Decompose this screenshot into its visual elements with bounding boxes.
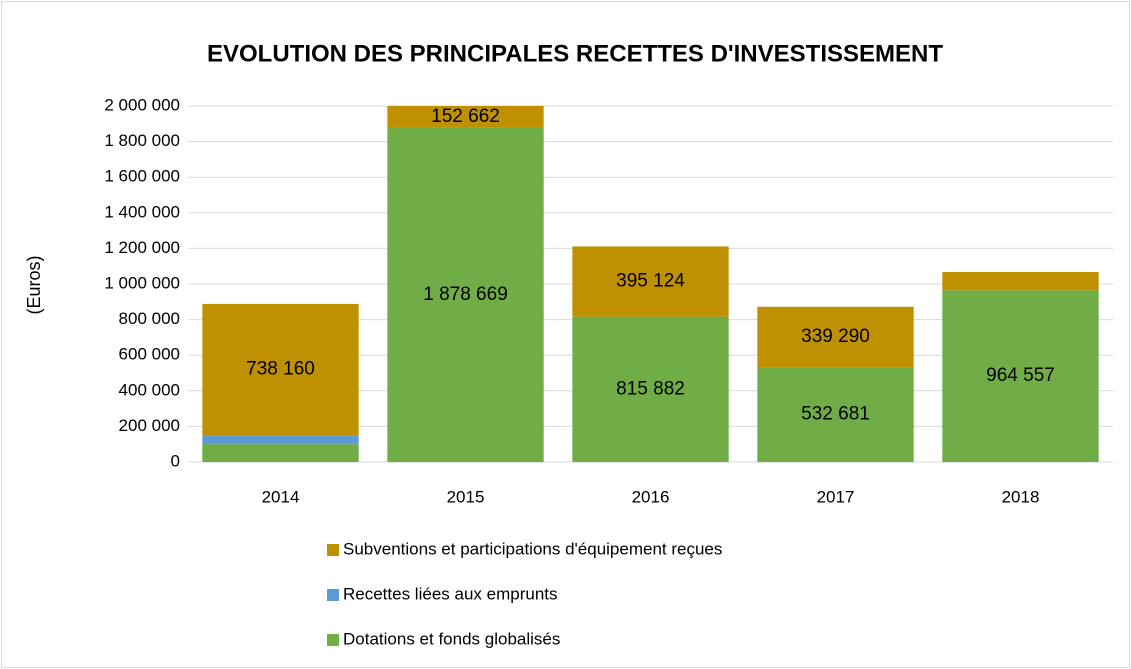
legend-swatch bbox=[327, 544, 339, 556]
bar-segment bbox=[387, 127, 544, 462]
bar-segment bbox=[942, 271, 1099, 291]
y-tick-label: 1 000 000 bbox=[104, 273, 180, 292]
y-tick-label: 400 000 bbox=[119, 380, 180, 399]
labels: 0 200 000 400 000 600 000 800 000 1 000 000 1 … bbox=[104, 95, 1054, 648]
legend-swatch bbox=[327, 589, 339, 601]
bar-segment bbox=[757, 367, 914, 462]
y-tick-label: 2 000 000 bbox=[104, 95, 180, 114]
bar-segment bbox=[202, 303, 359, 436]
legend-swatch bbox=[327, 634, 339, 646]
bar-segment bbox=[202, 444, 359, 462]
y-tick-label: 1 200 000 bbox=[104, 238, 180, 257]
bar-segment bbox=[572, 316, 729, 462]
y-axis-label: (Euros) bbox=[24, 255, 44, 314]
bar-segment bbox=[387, 106, 544, 128]
x-tick-label: 2017 bbox=[817, 487, 855, 506]
data-label: 152 662 bbox=[431, 106, 500, 127]
data-label: 339 290 bbox=[801, 326, 870, 347]
bar-segment bbox=[572, 246, 729, 317]
x-tick-label: 2018 bbox=[1002, 487, 1040, 506]
legend-label: Dotations et fonds globalisés bbox=[343, 629, 560, 648]
y-tick-label: 800 000 bbox=[119, 309, 180, 328]
x-tick-label: 2015 bbox=[447, 487, 485, 506]
data-label: 815 882 bbox=[616, 378, 685, 399]
x-tick-label: 2014 bbox=[262, 487, 300, 506]
y-tick-label: 1 800 000 bbox=[104, 131, 180, 150]
data-label: 395 124 bbox=[616, 271, 685, 292]
y-tick-label: 0 bbox=[171, 451, 180, 470]
y-tick-label: 600 000 bbox=[119, 345, 180, 364]
bars bbox=[202, 106, 1099, 462]
bar-segment bbox=[757, 306, 914, 368]
chart-title: EVOLUTION DES PRINCIPALES RECETTES D'INV… bbox=[207, 40, 943, 67]
y-tick-label: 1 400 000 bbox=[104, 202, 180, 221]
legend-label: Recettes liées aux emprunts bbox=[343, 584, 558, 603]
data-label: 964 557 bbox=[986, 365, 1055, 386]
y-tick-label: 200 000 bbox=[119, 416, 180, 435]
data-label: 738 160 bbox=[246, 359, 315, 380]
data-label: 1 878 669 bbox=[423, 284, 508, 305]
data-label: 532 681 bbox=[801, 404, 870, 425]
legend-label: Subventions et participations d'équipeme… bbox=[343, 539, 722, 558]
x-tick-label: 2016 bbox=[632, 487, 670, 506]
y-tick-label: 1 600 000 bbox=[104, 167, 180, 186]
bar-segment bbox=[202, 435, 359, 445]
bar-segment bbox=[942, 290, 1099, 462]
